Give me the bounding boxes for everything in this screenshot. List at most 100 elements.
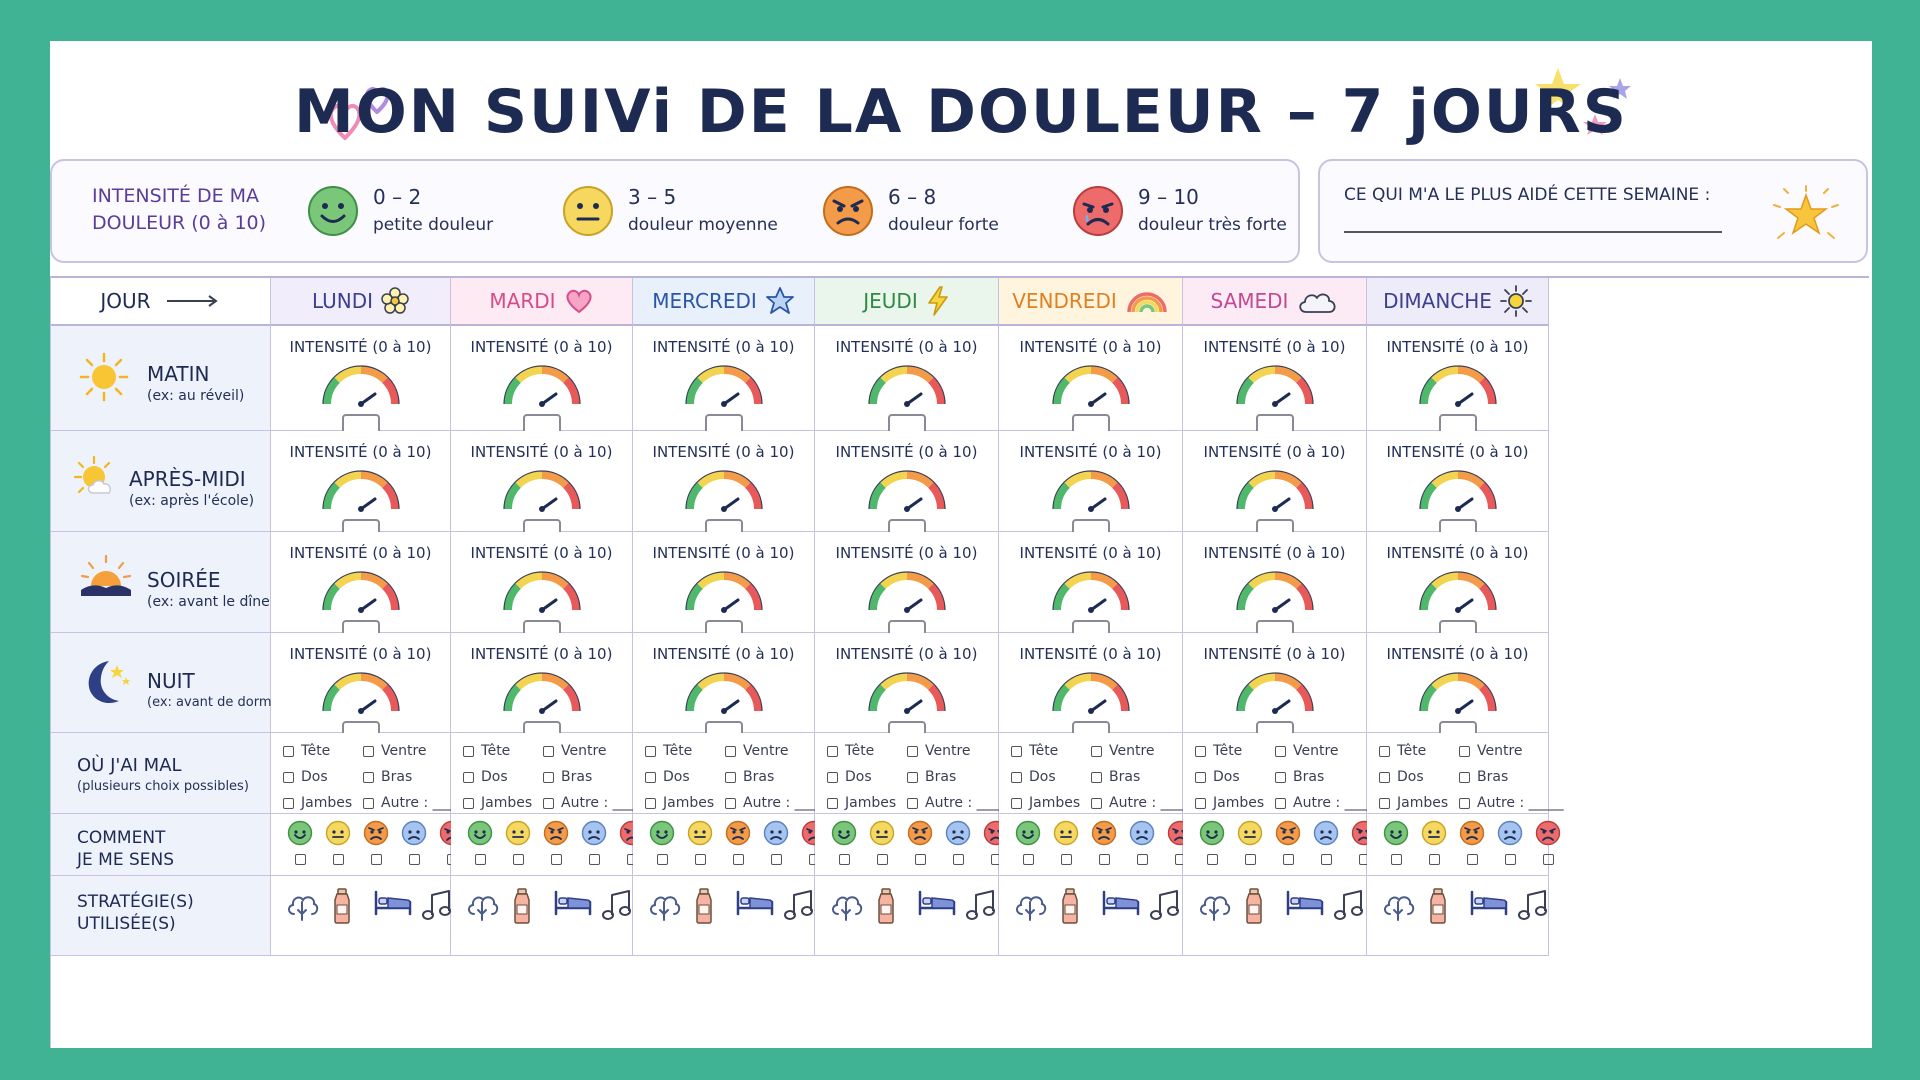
body-part-checkbox[interactable]: Ventre [1275,743,1339,759]
body-part-checkbox[interactable]: Dos [1011,769,1056,785]
checkbox-square[interactable] [463,771,474,783]
body-part-checkbox[interactable]: Dos [827,769,872,785]
mood-checkbox[interactable] [1207,854,1218,865]
mood-checkbox[interactable] [371,854,382,865]
music-icon[interactable] [1517,888,1549,926]
mood-checkbox[interactable] [1321,854,1332,865]
water-bottle-icon[interactable] [1243,888,1265,928]
checkbox-square[interactable] [1091,771,1102,783]
mood-checkbox[interactable] [551,854,562,865]
checkbox-square[interactable] [1195,745,1206,757]
music-icon[interactable] [601,888,633,926]
checkbox-square[interactable] [1011,745,1022,757]
mood-checkbox[interactable] [877,854,888,865]
body-part-checkbox[interactable]: Autre : _____ [543,795,648,811]
breathing-icon[interactable] [1381,888,1415,926]
mood-checkbox[interactable] [1283,854,1294,865]
checkbox-square[interactable] [907,745,918,757]
checkbox-square[interactable] [1459,745,1470,757]
body-part-checkbox[interactable]: Dos [1379,769,1424,785]
checkbox-square[interactable] [645,797,656,809]
body-part-checkbox[interactable]: Tête [1379,743,1426,759]
body-part-checkbox[interactable]: Jambes [1379,795,1448,811]
body-part-checkbox[interactable]: Jambes [463,795,532,811]
checkbox-square[interactable] [827,745,838,757]
checkbox-square[interactable] [283,745,294,757]
checkbox-square[interactable] [725,797,736,809]
body-part-checkbox[interactable]: Dos [645,769,690,785]
body-part-checkbox[interactable]: Jambes [1195,795,1264,811]
water-bottle-icon[interactable] [1059,888,1081,928]
body-part-checkbox[interactable]: Bras [1091,769,1140,785]
body-part-checkbox[interactable]: Bras [363,769,412,785]
checkbox-square[interactable] [827,797,838,809]
body-part-checkbox[interactable]: Bras [543,769,592,785]
body-part-checkbox[interactable]: Bras [1275,769,1324,785]
checkbox-square[interactable] [1011,771,1022,783]
body-part-checkbox[interactable]: Ventre [725,743,789,759]
body-part-checkbox[interactable]: Ventre [543,743,607,759]
music-icon[interactable] [965,888,997,926]
checkbox-square[interactable] [1275,797,1286,809]
mood-checkbox[interactable] [589,854,600,865]
music-icon[interactable] [421,888,453,926]
mood-checkbox[interactable] [1505,854,1516,865]
checkbox-square[interactable] [1195,797,1206,809]
checkbox-square[interactable] [725,771,736,783]
mood-checkbox[interactable] [1429,854,1440,865]
checkbox-square[interactable] [543,745,554,757]
body-part-checkbox[interactable]: Bras [907,769,956,785]
music-icon[interactable] [1333,888,1365,926]
body-part-checkbox[interactable]: Bras [1459,769,1508,785]
body-part-checkbox[interactable]: Dos [463,769,508,785]
bed-icon[interactable] [1101,888,1141,920]
mood-checkbox[interactable] [657,854,668,865]
body-part-checkbox[interactable]: Tête [463,743,510,759]
breathing-icon[interactable] [465,888,499,926]
checkbox-square[interactable] [1195,771,1206,783]
mood-checkbox[interactable] [295,854,306,865]
bed-icon[interactable] [917,888,957,920]
music-icon[interactable] [783,888,815,926]
mood-checkbox[interactable] [695,854,706,865]
bed-icon[interactable] [373,888,413,920]
checkbox-square[interactable] [907,797,918,809]
body-part-checkbox[interactable]: Tête [1011,743,1058,759]
breathing-icon[interactable] [647,888,681,926]
bed-icon[interactable] [735,888,775,920]
bed-icon[interactable] [1469,888,1509,920]
mood-checkbox[interactable] [1061,854,1072,865]
mood-checkbox[interactable] [839,854,850,865]
mood-checkbox[interactable] [1023,854,1034,865]
body-part-checkbox[interactable]: Ventre [1091,743,1155,759]
body-part-checkbox[interactable]: Tête [827,743,874,759]
body-part-checkbox[interactable]: Jambes [1011,795,1080,811]
breathing-icon[interactable] [1197,888,1231,926]
checkbox-square[interactable] [645,771,656,783]
body-part-checkbox[interactable]: Autre : _____ [907,795,1012,811]
body-part-checkbox[interactable]: Ventre [907,743,971,759]
body-part-checkbox[interactable]: Jambes [283,795,352,811]
body-part-checkbox[interactable]: Autre : _____ [1275,795,1380,811]
music-icon[interactable] [1149,888,1181,926]
breathing-icon[interactable] [829,888,863,926]
mood-checkbox[interactable] [953,854,964,865]
body-part-checkbox[interactable]: Dos [1195,769,1240,785]
mood-checkbox[interactable] [1245,854,1256,865]
mood-checkbox[interactable] [733,854,744,865]
mood-checkbox[interactable] [1137,854,1148,865]
checkbox-square[interactable] [363,771,374,783]
water-bottle-icon[interactable] [875,888,897,928]
checkbox-square[interactable] [1459,797,1470,809]
mood-checkbox[interactable] [1467,854,1478,865]
body-part-checkbox[interactable]: Tête [283,743,330,759]
body-part-checkbox[interactable]: Autre : _____ [1459,795,1564,811]
checkbox-square[interactable] [1379,745,1390,757]
mood-checkbox[interactable] [409,854,420,865]
checkbox-square[interactable] [725,745,736,757]
body-part-checkbox[interactable]: Tête [645,743,692,759]
checkbox-square[interactable] [1011,797,1022,809]
bed-icon[interactable] [553,888,593,920]
body-part-checkbox[interactable]: Autre : _____ [363,795,468,811]
water-bottle-icon[interactable] [1427,888,1449,928]
